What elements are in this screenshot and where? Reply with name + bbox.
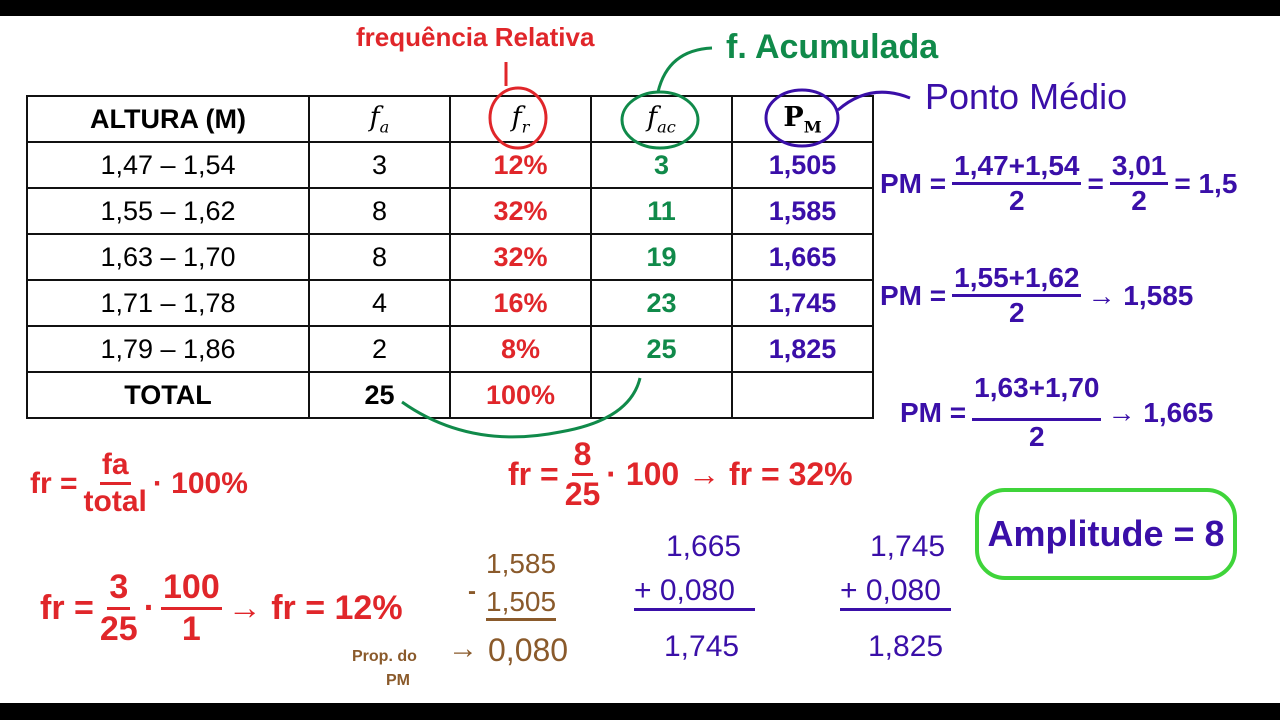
fr-ex1-formula: fr = 3 25 · 100 1 → fr = 12% — [40, 568, 403, 649]
top-letterbox — [0, 0, 1280, 16]
fr-general-formula: fr = fa total · 100% — [30, 448, 248, 519]
bottom-letterbox — [0, 703, 1280, 720]
cell-fa: 4 — [308, 279, 451, 327]
fr-ex1-fraction2: 100 1 — [161, 568, 222, 648]
sub-b: 1,505 — [486, 586, 557, 621]
label-frequencia-relativa: frequência Relativa — [356, 22, 595, 52]
cell-total-fac — [590, 371, 733, 419]
add1-result: 1,745 — [664, 630, 740, 663]
cell-pm: 1,585 — [731, 187, 874, 235]
frequency-table: ALTURA (M) fa fr fac PM 1,47 – 1,54 3 12% 3… — [26, 95, 874, 419]
cell-fa: 3 — [308, 141, 451, 189]
cell-altura: 1,63 – 1,70 — [26, 233, 310, 281]
arrow-total-to-fac — [401, 377, 642, 439]
cell-fa: 2 — [308, 325, 451, 373]
cell-fac: 11 — [590, 187, 733, 235]
label-f-acumulada: f. Acumulada — [726, 28, 939, 66]
fr-ex1-dot: · — [143, 589, 156, 627]
pm-circle — [764, 88, 840, 148]
pm1-result: = 1,5 — [1174, 167, 1238, 199]
fr-ex1-lhs: fr = — [40, 589, 94, 627]
fr-general-fraction: fa total — [83, 448, 147, 518]
add1-a: 1,665 — [666, 530, 742, 563]
sub-arrow: → — [448, 632, 478, 665]
sub-minus: - — [468, 578, 476, 605]
arrow-to-ponto-medio — [837, 90, 911, 112]
cell-fa: 8 — [308, 187, 451, 235]
cell-fr: 16% — [449, 279, 592, 327]
cell-total-pm — [731, 371, 874, 419]
pm2-lhs: PM = — [880, 279, 947, 311]
cell-total-fa: 25 — [308, 371, 451, 419]
add2-a: 1,745 — [870, 530, 946, 563]
pm2-result: → 1,585 — [1087, 279, 1194, 311]
sub-label-pm: PM — [386, 672, 410, 689]
header-altura: ALTURA (M) — [26, 95, 310, 143]
table-row: 1,71 – 1,78 4 16% 23 1,745 — [26, 279, 874, 327]
fr-ex2-lhs: fr = — [508, 456, 559, 492]
cell-fa: 8 — [308, 233, 451, 281]
cell-pm: 1,505 — [731, 141, 874, 189]
table-header-row: ALTURA (M) fa fr fac PM — [26, 95, 874, 143]
table-row: 1,79 – 1,86 2 8% 25 1,825 — [26, 325, 874, 373]
cell-fr: 8% — [449, 325, 592, 373]
header-pm: PM — [731, 95, 874, 143]
fr-circle — [488, 86, 548, 150]
sub-a: 1,585 — [486, 548, 557, 579]
cell-altura: 1,79 – 1,86 — [26, 325, 310, 373]
pm2-formula: PM = 1,55+1,62 2 → 1,585 — [880, 262, 1193, 329]
pm1-fraction: 1,47+1,54 2 — [952, 150, 1082, 216]
pm1-lhs: PM = — [880, 167, 947, 199]
pm3-lhs: PM = — [900, 396, 967, 428]
pm1-formula: PM = 1,47+1,54 2 = 3,01 2 = 1,5 — [880, 150, 1237, 217]
cell-fac: 19 — [590, 233, 733, 281]
fr-general-lhs: fr = — [30, 466, 78, 500]
table-total-row: TOTAL 25 100% — [26, 371, 874, 419]
header-fac: fac — [590, 95, 733, 143]
cell-altura: 1,55 – 1,62 — [26, 187, 310, 235]
cell-pm: 1,665 — [731, 233, 874, 281]
header-fr: fr — [449, 95, 592, 143]
fr-ex1-fraction: 3 25 — [99, 568, 138, 648]
pm1-fraction2: 3,01 2 — [1109, 150, 1169, 216]
cell-fac: 23 — [590, 279, 733, 327]
sub-result: 0,080 — [488, 632, 569, 668]
cell-altura: 1,71 – 1,78 — [26, 279, 310, 327]
add2-b: + 0,080 — [840, 574, 951, 611]
cell-fac: 25 — [590, 325, 733, 373]
table-row: 1,63 – 1,70 8 32% 19 1,665 — [26, 233, 874, 281]
pm3-result: → 1,665 — [1107, 396, 1214, 428]
fr-ex2-formula: fr = 8 25 · 100 → fr = 32% — [508, 436, 853, 513]
cell-fr: 32% — [449, 233, 592, 281]
cell-pm: 1,825 — [731, 325, 874, 373]
label-ponto-medio: Ponto Médio — [925, 76, 1128, 117]
fr-general-rest: · 100% — [152, 466, 248, 500]
cell-fr: 32% — [449, 187, 592, 235]
fr-ex2-fraction: 8 25 — [564, 436, 601, 512]
cell-pm: 1,745 — [731, 279, 874, 327]
pm1-eq: = — [1087, 167, 1104, 199]
pm2-fraction: 1,55+1,62 2 — [952, 262, 1082, 328]
fac-circle — [620, 90, 700, 150]
fr-ex2-result: · 100 → fr = 32% — [606, 456, 853, 492]
arrow-to-facumulada — [656, 46, 713, 93]
cell-total-label: TOTAL — [26, 371, 310, 419]
sub-label-prop: Prop. do — [352, 648, 417, 665]
header-fa: fa — [308, 95, 451, 143]
table-row: 1,47 – 1,54 3 12% 3 1,505 — [26, 141, 874, 189]
pm3-fraction: 1,63+1,70 2 — [972, 372, 1102, 452]
amplitude-box: Amplitude = 8 — [975, 488, 1237, 580]
add1-b: + 0,080 — [634, 574, 755, 611]
fr-ex1-result: → fr = 12% — [227, 589, 403, 627]
add2-result: 1,825 — [868, 630, 944, 663]
cell-fr: 12% — [449, 141, 592, 189]
pm3-formula: PM = 1,63+1,70 2 → 1,665 — [900, 372, 1213, 453]
cell-altura: 1,47 – 1,54 — [26, 141, 310, 189]
cell-total-fr: 100% — [449, 371, 592, 419]
table-row: 1,55 – 1,62 8 32% 11 1,585 — [26, 187, 874, 235]
